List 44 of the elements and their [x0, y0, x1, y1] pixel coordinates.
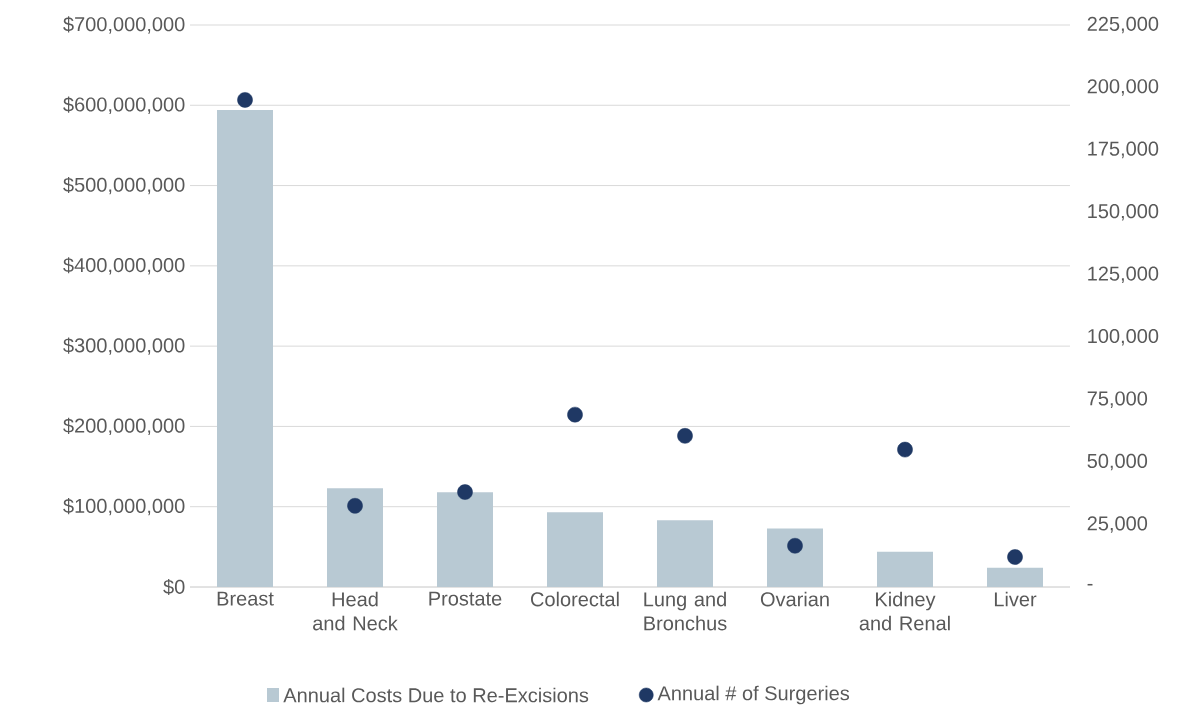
- y2-tick-label: 225,000: [1087, 16, 1159, 34]
- x-tick-label: Colorectal: [531, 591, 619, 607]
- point: [567, 406, 583, 423]
- point: [457, 484, 473, 500]
- legend-label: Annual # of Surgeries: [657, 685, 850, 705]
- bar: [986, 567, 1043, 587]
- y-tick-label: $500,000,000: [63, 176, 185, 195]
- bar: [437, 492, 493, 587]
- y2-tick-label: 200,000: [1087, 79, 1159, 96]
- x-tick-label: Breast: [217, 591, 274, 606]
- y-tick-label: $0: [163, 578, 185, 596]
- y-tick-label: $300,000,000: [63, 337, 185, 355]
- y-tick-label: $200,000,000: [63, 417, 185, 436]
- bar: [657, 520, 713, 587]
- x-tick-label: Prostate: [429, 591, 502, 606]
- y-tick-label: $600,000,000: [63, 96, 185, 114]
- y2-tick-label: 75,000: [1087, 391, 1148, 408]
- point: [897, 441, 913, 458]
- y-tick-label: $700,000,000: [63, 16, 185, 34]
- x-tick-label: Ovarian: [760, 591, 829, 607]
- y2-tick-label: -: [1087, 583, 1093, 586]
- x-tick-label: Kidney and Renal: [859, 591, 950, 631]
- bar: [877, 551, 933, 587]
- y2-tick-label: 100,000: [1088, 328, 1159, 346]
- y-tick-label: $400,000,000: [63, 257, 185, 275]
- bar: [547, 512, 603, 587]
- point: [237, 92, 253, 108]
- legend-label: Annual Costs Due to Re-Excisions: [283, 687, 589, 703]
- y2-tick-label: 50,000: [1087, 453, 1148, 471]
- bar: [327, 488, 384, 587]
- x-tick-label: Liver: [994, 591, 1037, 607]
- bar: [217, 110, 273, 587]
- bar: [767, 528, 823, 587]
- x-tick-label: Lung and Bronchus: [644, 591, 727, 631]
- y-tick-label: $100,000,000: [63, 498, 185, 516]
- point: [677, 428, 693, 444]
- y2-tick-label: 25,000: [1087, 516, 1148, 533]
- y2-tick-label: 150,000: [1088, 204, 1159, 221]
- point: [787, 538, 803, 554]
- point: [1007, 549, 1023, 565]
- x-tick-label: Head and Neck: [313, 591, 398, 631]
- y2-tick-label: 125,000: [1088, 266, 1159, 284]
- y2-tick-label: 175,000: [1088, 141, 1159, 159]
- point: [347, 498, 363, 514]
